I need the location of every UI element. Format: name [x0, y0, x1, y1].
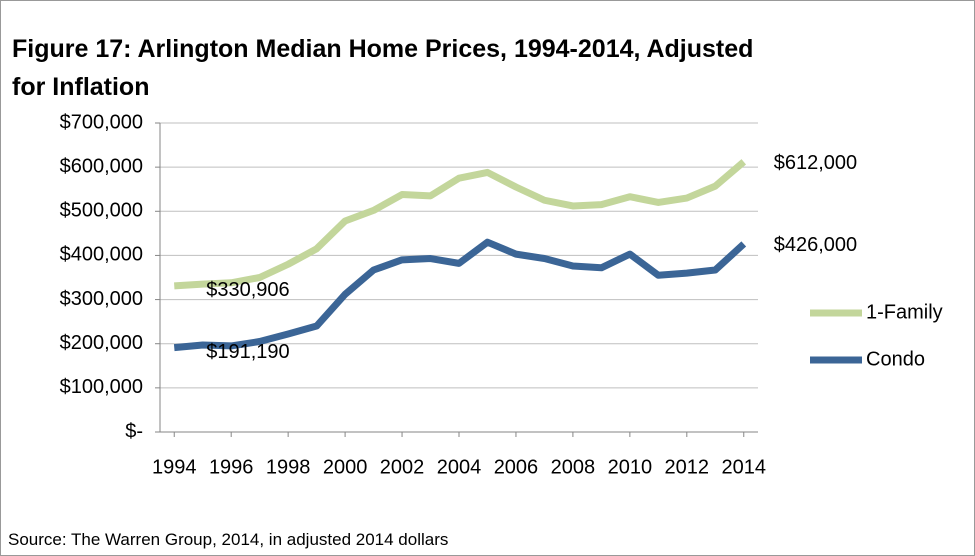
y-tick-label: $300,000: [60, 288, 143, 310]
y-tick-label: $500,000: [60, 200, 143, 222]
chart-title: Figure 17: Arlington Median Home Prices,…: [12, 35, 754, 101]
x-tick-label: 2004: [437, 456, 482, 478]
data-label: $191,190: [206, 341, 289, 363]
y-tick-label: $200,000: [60, 332, 143, 354]
legend-label: Condo: [866, 348, 925, 370]
x-tick-label: 1994: [152, 456, 197, 478]
data-label: $330,906: [206, 279, 289, 301]
data-label: $426,000: [774, 234, 857, 256]
x-tick-label: 2008: [551, 456, 596, 478]
x-tick-label: 1996: [209, 456, 254, 478]
x-tick-label: 2006: [494, 456, 539, 478]
x-tick-label: 1998: [266, 456, 311, 478]
source-note: Source: The Warren Group, 2014, in adjus…: [8, 530, 449, 549]
data-label: $612,000: [774, 152, 857, 174]
series-line: [174, 159, 747, 290]
y-tick-label: $-: [125, 420, 143, 442]
x-tick-label: 2014: [722, 456, 767, 478]
y-tick-label: $400,000: [60, 244, 143, 266]
y-tick-label: $100,000: [60, 376, 143, 398]
x-tick-label: 2012: [665, 456, 710, 478]
x-tick-label: 2010: [608, 456, 653, 478]
y-tick-label: $600,000: [60, 155, 143, 177]
x-tick-label: 2000: [323, 456, 368, 478]
legend-label: 1-Family: [866, 301, 943, 323]
y-tick-label: $700,000: [60, 111, 143, 133]
x-tick-label: 2002: [380, 456, 425, 478]
series-line: [173, 238, 747, 352]
